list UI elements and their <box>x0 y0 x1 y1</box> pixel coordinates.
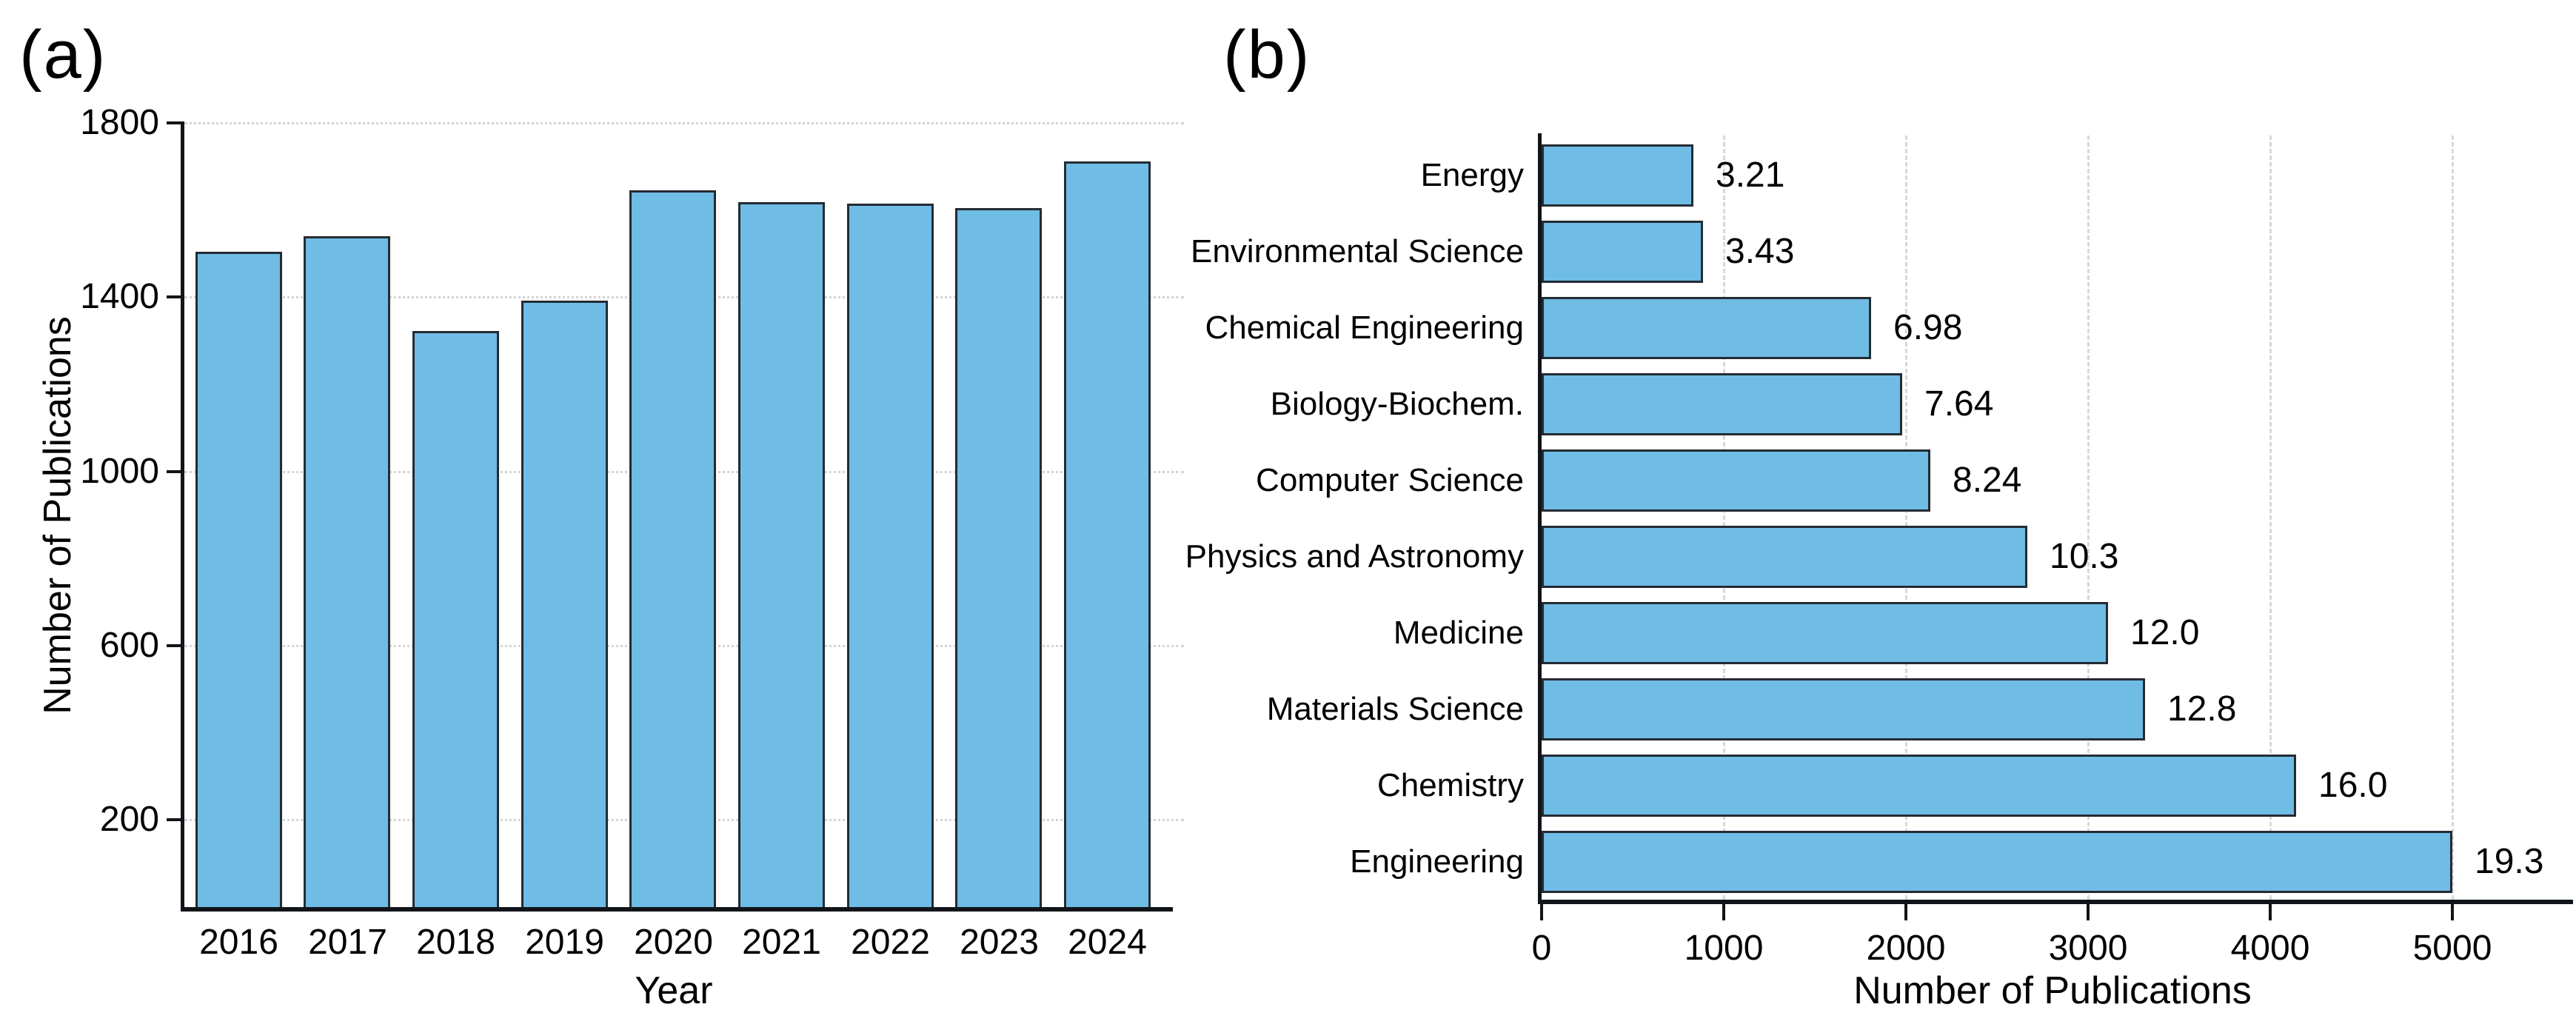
x-tick-label-2016: 2016 <box>199 923 278 962</box>
value-label-materials-science: 12.8 <box>2167 689 2237 729</box>
gridline-x-4000 <box>2269 136 2272 900</box>
category-label-environmental-science: Environmental Science <box>1190 233 1524 270</box>
category-label-engineering: Engineering <box>1350 843 1524 880</box>
value-label-biology-biochem-: 7.64 <box>1924 384 1994 424</box>
value-label-environmental-science: 3.43 <box>1725 232 1795 271</box>
panel-a-left-spine <box>181 121 184 911</box>
bar-2017 <box>304 236 390 907</box>
gridline-x-2000 <box>1905 136 1907 900</box>
x-tick-label-2022: 2022 <box>851 923 930 962</box>
bar-2016 <box>195 252 282 907</box>
category-label-materials-science: Materials Science <box>1266 691 1524 727</box>
y-tick-label-1400: 1400 <box>80 277 159 316</box>
bar-chemistry <box>1542 755 2296 817</box>
x-tick-4000 <box>2269 904 2272 920</box>
x-tick-2000 <box>1904 904 1907 920</box>
x-tick-label-2000: 2000 <box>1866 929 1946 968</box>
y-tick-label-600: 600 <box>99 626 159 665</box>
category-label-medicine: Medicine <box>1393 615 1524 651</box>
gridline-x-1000 <box>1723 136 1725 900</box>
bar-environmental-science <box>1542 221 1703 283</box>
gridline-x-3000 <box>2087 136 2090 900</box>
category-label-computer-science: Computer Science <box>1256 462 1524 498</box>
value-label-medicine: 12.0 <box>2130 613 2200 652</box>
y-tick-600 <box>167 644 184 647</box>
y-tick-label-1800: 1800 <box>80 103 159 142</box>
x-tick-label-2021: 2021 <box>742 923 821 962</box>
value-label-physics-and-astronomy: 10.3 <box>2050 537 2119 576</box>
category-label-energy: Energy <box>1420 157 1524 193</box>
x-tick-0 <box>1540 904 1543 920</box>
bar-materials-science <box>1542 678 2145 740</box>
x-tick-1000 <box>1722 904 1725 920</box>
panel-a-bottom-spine <box>181 907 1173 912</box>
x-tick-label-2017: 2017 <box>308 923 387 962</box>
bar-chemical-engineering <box>1542 297 1871 359</box>
x-tick-label-2020: 2020 <box>634 923 713 962</box>
bar-2021 <box>738 202 825 907</box>
x-tick-label-0: 0 <box>1531 929 1552 968</box>
gridline-x-5000 <box>2452 136 2454 900</box>
bar-biology-biochem- <box>1542 373 1902 435</box>
category-label-biology-biochem-: Biology-Biochem. <box>1270 386 1524 422</box>
panel-b-left-spine <box>1538 133 1542 904</box>
x-tick-3000 <box>2087 904 2090 920</box>
value-label-chemistry: 16.0 <box>2318 766 2388 805</box>
y-tick-label-200: 200 <box>99 800 159 839</box>
value-label-engineering: 19.3 <box>2475 842 2544 881</box>
category-label-chemistry: Chemistry <box>1376 767 1524 803</box>
x-tick-label-2024: 2024 <box>1068 923 1147 962</box>
bar-engineering <box>1542 831 2452 893</box>
bar-computer-science <box>1542 449 1930 512</box>
value-label-chemical-engineering: 6.98 <box>1893 308 1963 347</box>
value-label-energy: 3.21 <box>1716 155 1785 195</box>
gridline-y-1800 <box>184 122 1184 124</box>
panel-a-x-axis-label: Year <box>635 969 713 1012</box>
panel-b-tag: (b) <box>1223 17 1311 93</box>
x-tick-label-5000: 5000 <box>2412 929 2492 968</box>
panel-b-x-axis-label: Number of Publications <box>1853 969 2252 1012</box>
y-tick-200 <box>167 818 184 821</box>
x-tick-label-4000: 4000 <box>2230 929 2310 968</box>
x-tick-label-2018: 2018 <box>416 923 495 962</box>
bar-2022 <box>847 204 934 907</box>
y-tick-label-1000: 1000 <box>80 452 159 491</box>
x-tick-5000 <box>2451 904 2454 920</box>
category-label-chemical-engineering: Chemical Engineering <box>1205 310 1524 346</box>
x-tick-label-2019: 2019 <box>525 923 604 962</box>
bar-medicine <box>1542 602 2108 664</box>
bar-2020 <box>629 190 716 907</box>
bar-2023 <box>955 208 1042 907</box>
bar-2024 <box>1064 161 1151 907</box>
y-tick-1400 <box>167 295 184 298</box>
x-tick-label-3000: 3000 <box>2048 929 2128 968</box>
y-tick-1800 <box>167 121 184 124</box>
x-tick-label-1000: 1000 <box>1684 929 1764 968</box>
y-tick-1000 <box>167 470 184 473</box>
bar-2018 <box>412 331 499 907</box>
bar-2019 <box>521 301 608 907</box>
x-tick-label-2023: 2023 <box>960 923 1039 962</box>
panel-b-bottom-spine <box>1538 900 2573 904</box>
panel-a-tag: (a) <box>19 17 107 93</box>
category-label-physics-and-astronomy: Physics and Astronomy <box>1185 538 1524 575</box>
value-label-computer-science: 8.24 <box>1953 461 2022 500</box>
bar-physics-and-astronomy <box>1542 526 2027 588</box>
bar-energy <box>1542 144 1693 207</box>
